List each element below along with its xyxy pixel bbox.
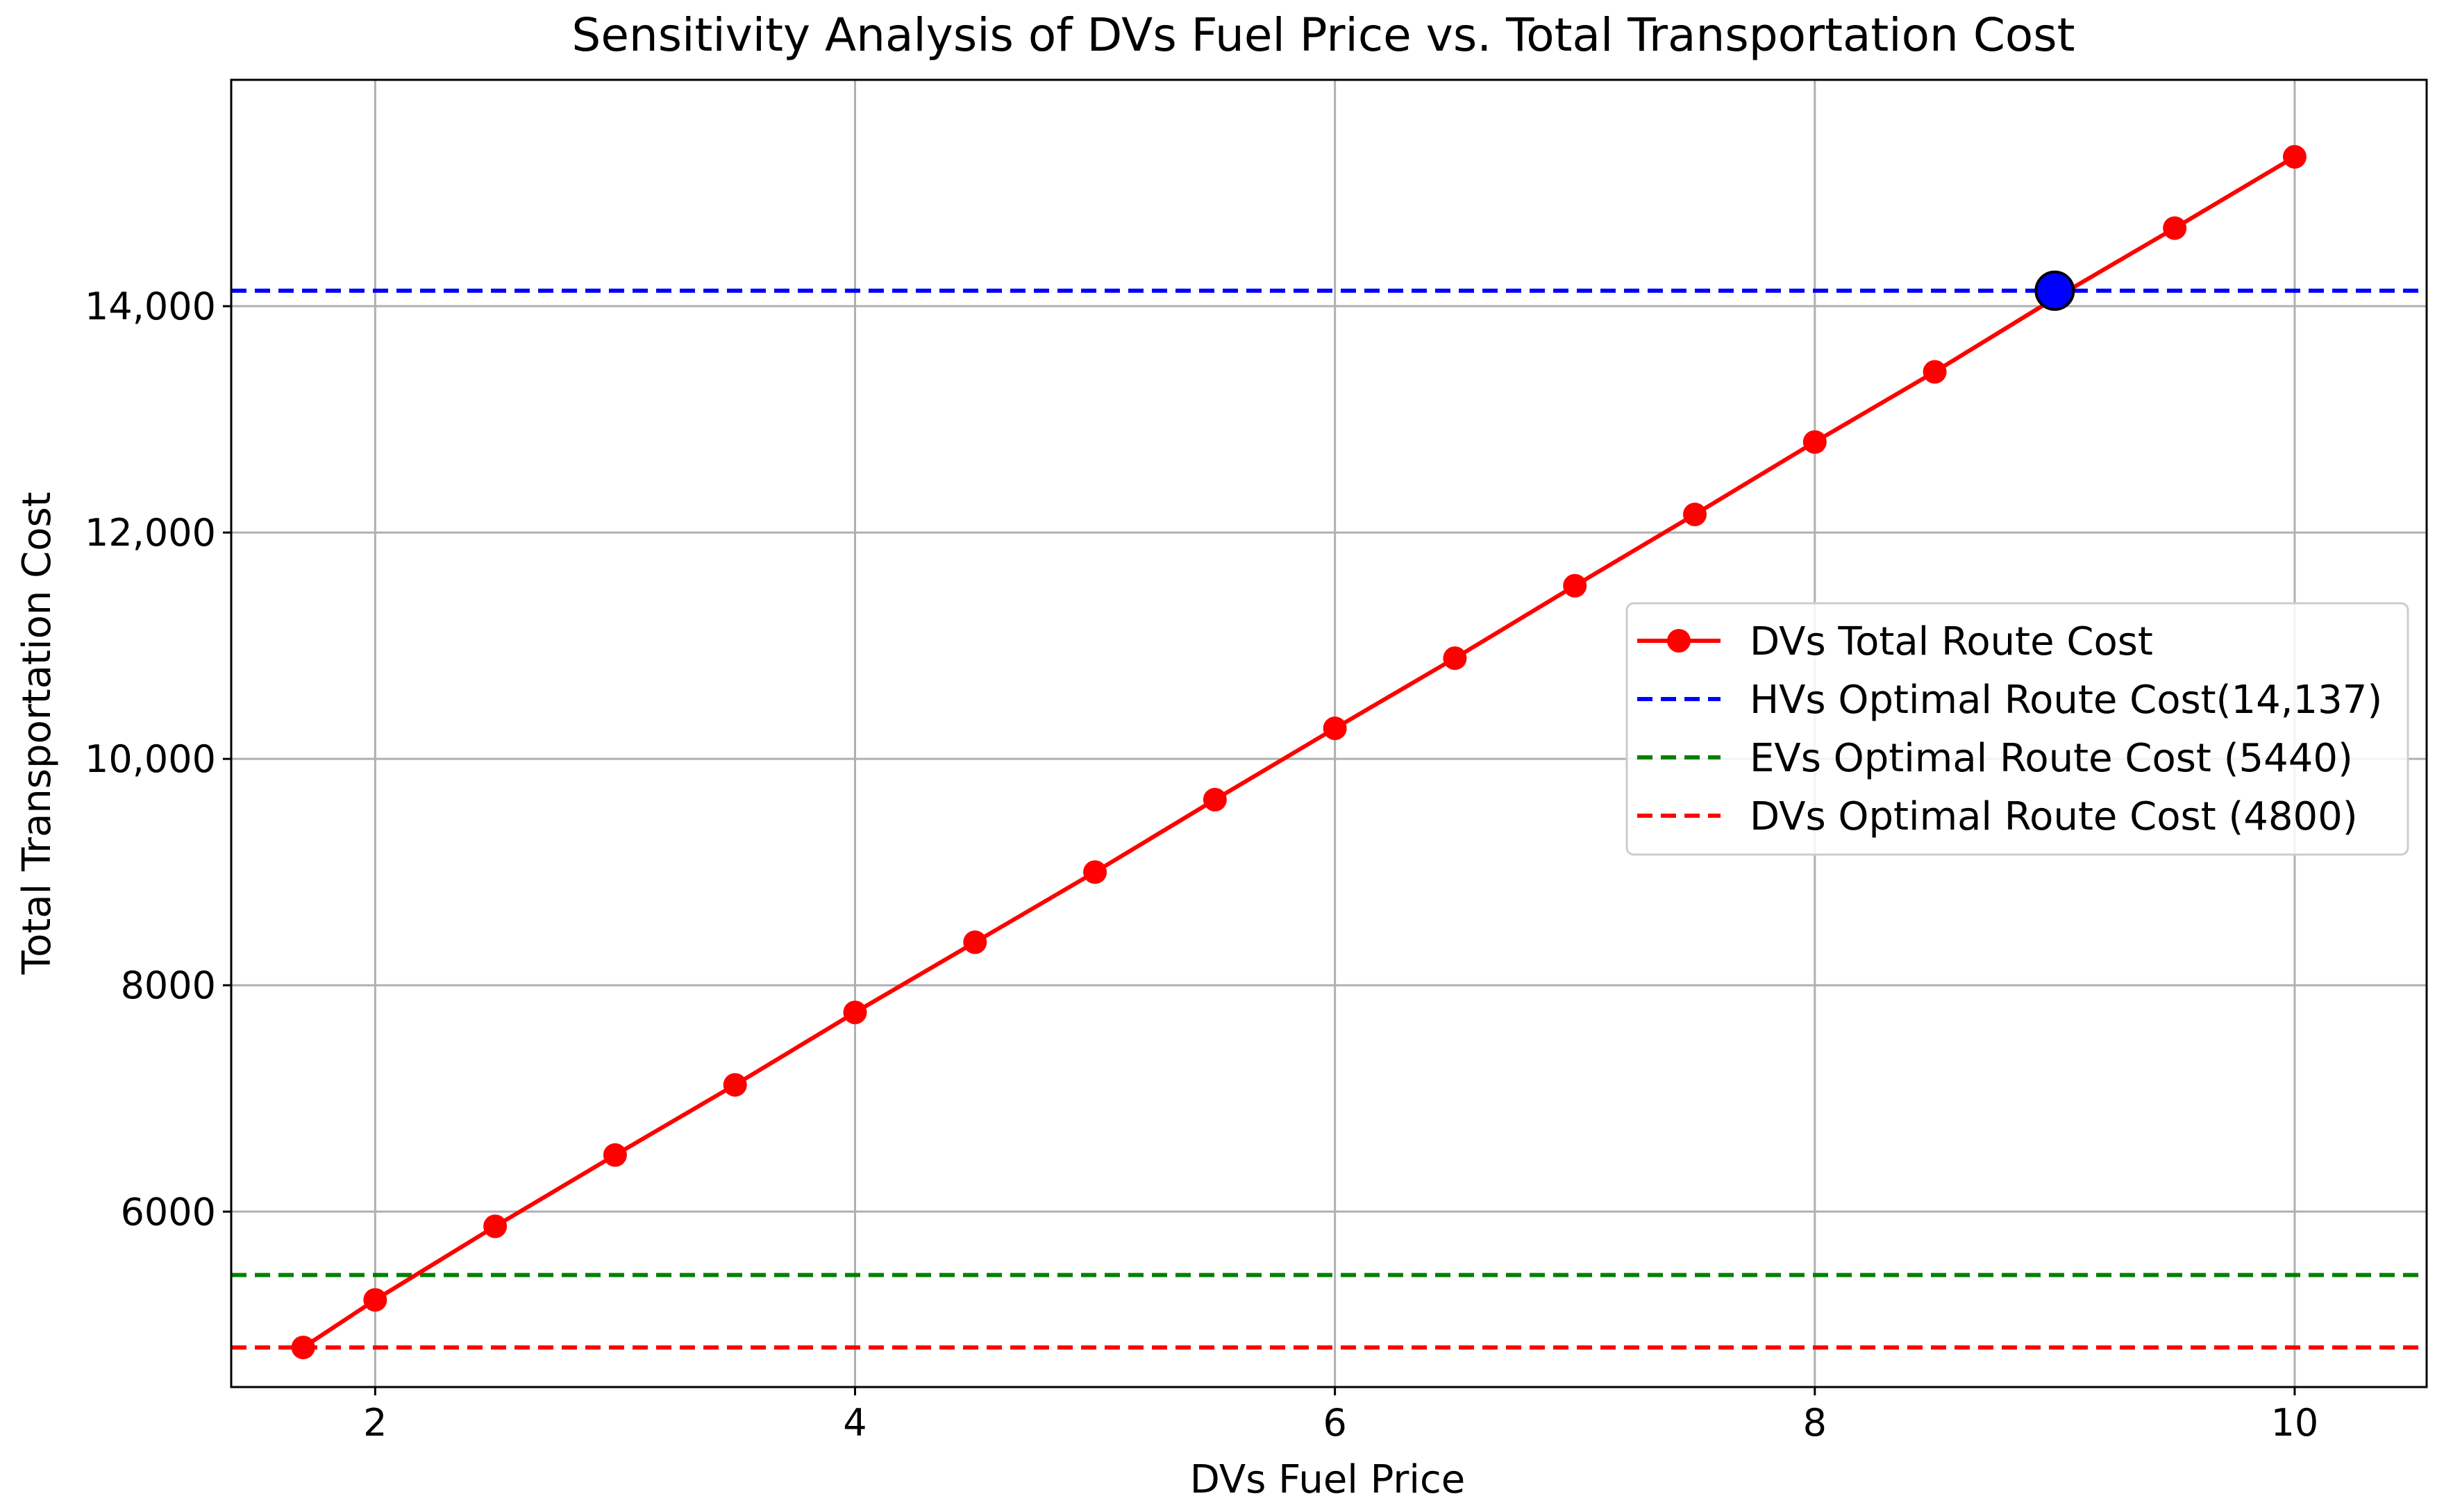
- data-point: [1683, 503, 1707, 527]
- data-point: [603, 1143, 627, 1167]
- data-point: [2163, 216, 2187, 240]
- legend: DVs Total Route Cost HVs Optimal Route Co…: [1625, 602, 2409, 856]
- data-point: [291, 1335, 315, 1359]
- data-point: [1083, 860, 1107, 884]
- data-point: [1443, 646, 1467, 671]
- x-tick-label: 6: [1323, 1401, 1346, 1445]
- plot-frame: [230, 78, 2428, 1388]
- chart-title: Sensitivity Analysis of DVs Fuel Price v…: [571, 8, 2075, 62]
- y-axis-label: Total Transportation Cost: [15, 492, 60, 975]
- y-tick-label: 8000: [121, 964, 216, 1007]
- data-point: [1563, 573, 1587, 598]
- x-tick-label: 4: [843, 1401, 867, 1445]
- data-point: [1203, 787, 1227, 812]
- y-tick-label: 6000: [121, 1190, 216, 1234]
- legend-label: DVs Optimal Route Cost (4800): [1750, 794, 2358, 839]
- data-point: [2282, 144, 2307, 169]
- ticks: 2 4 6 8 10 6000 8000 10,000 12,000 14,000: [85, 285, 2318, 1445]
- y-tick-label: 10,000: [85, 737, 216, 781]
- legend-box: [1625, 602, 2409, 856]
- data-point: [483, 1214, 508, 1238]
- series-line: [302, 155, 2296, 1350]
- legend-marker: [1667, 629, 1691, 653]
- x-tick-label: 2: [363, 1401, 387, 1445]
- series: [291, 144, 2307, 1359]
- intersection-marker: [2034, 270, 2075, 311]
- y-tick-label: 12,000: [85, 511, 216, 555]
- data-point: [723, 1073, 747, 1097]
- data-point: [963, 930, 987, 955]
- data-point: [1802, 430, 1827, 454]
- y-tick-label: 14,000: [85, 285, 216, 328]
- data-point: [843, 1000, 867, 1025]
- data-point: [1323, 716, 1347, 741]
- x-axis-label: DVs Fuel Price: [1190, 1457, 1465, 1502]
- data-point: [363, 1288, 387, 1312]
- data-point: [1923, 360, 1947, 384]
- x-tick-label: 10: [2271, 1401, 2319, 1445]
- x-tick-label: 8: [1803, 1401, 1827, 1445]
- legend-label: DVs Total Route Cost: [1750, 619, 2153, 664]
- legend-label: HVs Optimal Route Cost(14,137): [1750, 678, 2382, 723]
- highlight: [2034, 270, 2075, 311]
- legend-label: EVs Optimal Route Cost (5440): [1750, 736, 2353, 781]
